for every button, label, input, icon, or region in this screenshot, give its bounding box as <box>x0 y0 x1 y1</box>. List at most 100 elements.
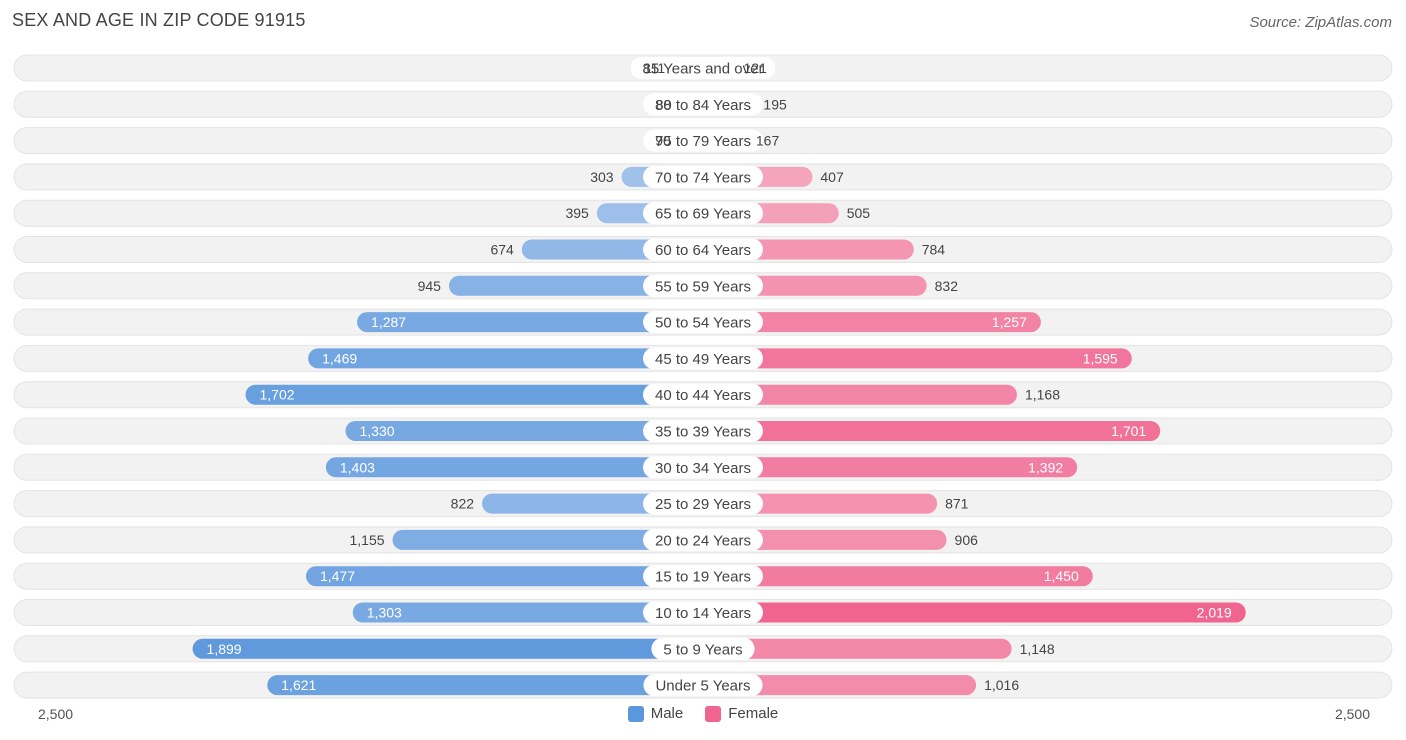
value-label-male: 1,702 <box>260 387 295 403</box>
bar-female[interactable] <box>693 421 1161 441</box>
category-label-pill <box>651 637 755 660</box>
legend-label-female: Female <box>728 705 779 722</box>
value-label-male: 90 <box>655 133 671 149</box>
category-label: 45 to 49 Years <box>655 351 751 368</box>
bar-female[interactable] <box>693 312 1041 333</box>
value-label-female: 407 <box>820 169 844 185</box>
legend: Male Female <box>0 705 1406 722</box>
bar-female[interactable] <box>693 638 1012 659</box>
category-label: 50 to 54 Years <box>655 315 751 332</box>
category-label: 75 to 79 Years <box>655 133 751 150</box>
value-label-female: 1,450 <box>1044 568 1079 584</box>
category-label-pill <box>643 165 763 188</box>
category-label: 35 to 39 Years <box>655 424 751 441</box>
value-label-female: 1,595 <box>1083 350 1118 366</box>
category-label-pill <box>643 129 763 152</box>
value-label-female: 1,257 <box>992 314 1027 330</box>
chart-row: 30 to 34 Years 1,403 1,392 <box>13 453 1393 481</box>
legend-item-male[interactable]: Male <box>627 705 683 722</box>
value-label-male: 1,621 <box>281 677 316 693</box>
bar-male[interactable] <box>267 675 713 696</box>
category-label: 5 to 9 Years <box>663 641 742 658</box>
category-label-pill <box>643 492 763 515</box>
value-label-male: 1,287 <box>371 314 406 330</box>
chart-row: 35 to 39 Years 1,330 1,701 <box>13 417 1393 445</box>
category-label-pill <box>630 57 776 79</box>
category-label: 25 to 29 Years <box>655 496 751 513</box>
category-label: 10 to 14 Years <box>655 605 751 622</box>
value-label-female: 167 <box>756 133 780 149</box>
value-label-female: 1,701 <box>1111 423 1146 439</box>
chart-row: 10 to 14 Years 1,303 2,019 <box>13 599 1393 626</box>
category-label: 30 to 34 Years <box>655 460 751 477</box>
category-label-pill <box>643 565 763 588</box>
category-label: 80 to 84 Years <box>655 97 751 114</box>
value-label-female: 1,016 <box>984 677 1019 693</box>
chart-row: 55 to 59 Years 945 832 <box>13 272 1393 300</box>
chart-row: Under 5 Years 1,621 1,016 <box>13 671 1393 699</box>
value-label-male: 111 <box>644 60 665 76</box>
category-label: 65 to 69 Years <box>655 206 751 223</box>
chart-row: 70 to 74 Years 303 407 <box>13 163 1393 191</box>
category-label: 85 Years and over <box>643 61 764 78</box>
value-label-male: 674 <box>490 242 514 258</box>
bar-female[interactable] <box>693 566 1093 587</box>
bar-male[interactable] <box>308 348 713 369</box>
bar-female[interactable] <box>693 348 1132 369</box>
chart-row: 25 to 29 Years 822 871 <box>13 490 1393 518</box>
value-label-male: 1,330 <box>359 423 394 439</box>
category-label-pill <box>643 274 763 297</box>
chart-row: 15 to 19 Years 1,477 1,450 <box>13 562 1393 590</box>
value-label-female: 784 <box>922 242 946 258</box>
axis-right-max-label: 2,500 <box>1334 706 1370 722</box>
value-label-female: 906 <box>955 532 979 548</box>
legend-item-female[interactable]: Female <box>705 705 778 722</box>
value-label-male: 303 <box>590 169 614 185</box>
category-label-pill <box>643 383 763 406</box>
category-label-pill <box>643 238 763 261</box>
category-label-pill <box>643 311 763 334</box>
value-label-female: 195 <box>763 96 787 112</box>
bar-female[interactable] <box>693 384 1017 405</box>
chart-row: 45 to 49 Years 1,469 1,595 <box>13 344 1393 372</box>
category-label-pill <box>643 420 763 442</box>
bar-male[interactable] <box>357 312 713 333</box>
bar-male[interactable] <box>392 529 713 550</box>
bar-female[interactable] <box>693 602 1246 623</box>
legend-swatch-female <box>705 705 722 722</box>
bar-male[interactable] <box>345 421 713 441</box>
value-label-male: 1,477 <box>320 568 355 584</box>
category-label: 15 to 19 Years <box>655 569 751 586</box>
chart-row: 40 to 44 Years 1,702 1,168 <box>13 381 1393 409</box>
category-label-pill <box>643 202 763 225</box>
bar-male[interactable] <box>192 638 713 659</box>
bar-male[interactable] <box>305 566 713 587</box>
bar-male[interactable] <box>352 602 713 623</box>
value-label-male: 1,403 <box>340 459 375 475</box>
bar-male[interactable] <box>325 457 713 478</box>
value-label-female: 871 <box>945 496 969 512</box>
category-label: 20 to 24 Years <box>655 532 751 549</box>
category-label-pill <box>643 528 763 551</box>
category-label-pill <box>643 93 763 116</box>
value-label-female: 1,168 <box>1025 387 1060 403</box>
category-label-pill <box>643 456 763 479</box>
category-label: 70 to 74 Years <box>655 169 751 186</box>
category-label-pill <box>643 601 763 624</box>
value-label-female: 2,019 <box>1197 605 1232 621</box>
bar-female[interactable] <box>693 675 977 696</box>
chart-row: 65 to 69 Years 395 505 <box>13 199 1393 227</box>
value-label-female: 505 <box>847 205 871 221</box>
bar-female[interactable] <box>693 457 1078 478</box>
chart-row: 20 to 24 Years 1,155 906 <box>13 526 1393 554</box>
category-label: 60 to 64 Years <box>655 242 751 259</box>
value-label-male: 395 <box>565 205 589 221</box>
value-label-male: 1,899 <box>207 641 242 657</box>
value-label-male: 1,303 <box>367 605 402 621</box>
value-label-male: 822 <box>451 496 475 512</box>
bar-male[interactable] <box>245 384 714 405</box>
category-label-pill <box>643 674 763 697</box>
